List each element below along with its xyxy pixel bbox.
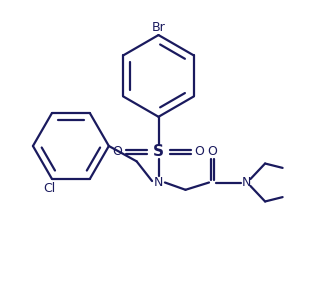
Text: O: O — [194, 145, 204, 158]
Text: N: N — [154, 176, 163, 189]
Text: O: O — [208, 145, 217, 158]
Text: S: S — [153, 144, 164, 159]
Text: O: O — [113, 145, 123, 158]
Text: Br: Br — [152, 20, 165, 34]
Text: N: N — [242, 176, 251, 189]
Text: Cl: Cl — [43, 182, 55, 195]
